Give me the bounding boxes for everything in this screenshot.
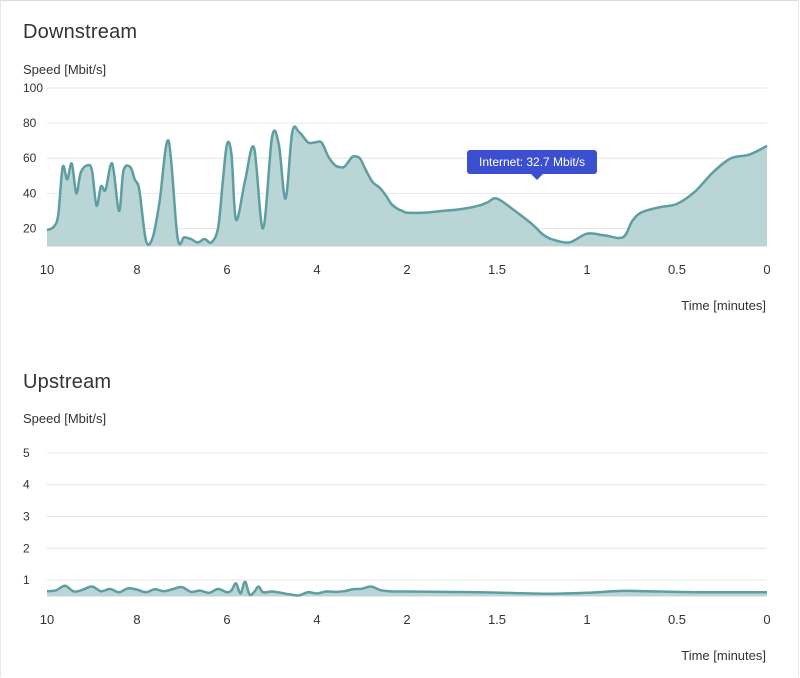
downstream-tooltip: Internet: 32.7 Mbit/s <box>467 150 598 180</box>
upstream-xlabel: Time [minutes] <box>681 648 766 663</box>
y-tick-label: 60 <box>23 151 37 165</box>
x-tick-label: 4 <box>313 262 320 277</box>
y-tick-label: 100 <box>23 81 43 95</box>
x-tick-label: 0.5 <box>668 262 686 277</box>
x-tick-label: 0 <box>763 612 770 627</box>
x-tick-label: 6 <box>223 612 230 627</box>
downstream-xlabel: Time [minutes] <box>681 298 766 313</box>
series-line[interactable] <box>46 125 768 247</box>
y-tick-label: 80 <box>23 116 37 130</box>
x-tick-label: 8 <box>133 612 140 627</box>
x-tick-label: 8 <box>133 262 140 277</box>
upstream-title: Upstream <box>23 371 112 393</box>
downstream-chart[interactable]: 20 40 60 80 100 10 8 6 4 2 1.5 1 0.5 0 <box>0 0 800 290</box>
y-tick-label: 2 <box>23 541 30 555</box>
series-area <box>47 126 767 246</box>
y-tick-label: 40 <box>23 186 37 200</box>
y-tick-label: 5 <box>23 446 30 460</box>
upstream-ylabel: Speed [Mbit/s] <box>23 411 107 426</box>
x-tick-label: 0.5 <box>668 612 686 627</box>
y-tick-label: 4 <box>23 478 30 492</box>
x-tick-label: 1.5 <box>488 612 506 627</box>
x-tick-label: 10 <box>40 262 54 277</box>
x-tick-label: 1 <box>583 612 590 627</box>
x-tick-label: 2 <box>403 262 410 277</box>
series-line[interactable] <box>46 580 767 597</box>
y-tick-label: 1 <box>23 573 30 587</box>
x-tick-label: 2 <box>403 612 410 627</box>
x-tick-label: 0 <box>763 262 770 277</box>
y-tick-label: 20 <box>23 221 37 235</box>
x-tick-label: 4 <box>313 612 320 627</box>
downstream-title: Downstream <box>23 21 138 43</box>
downstream-ylabel: Speed [Mbit/s] <box>23 62 107 77</box>
y-tick-label: 3 <box>23 510 30 524</box>
x-tick-label: 10 <box>40 612 54 627</box>
x-tick-label: 6 <box>223 262 230 277</box>
downstream-panel: Downstream Speed [Mbit/s] 20 40 60 80 100 10 8… <box>0 0 800 330</box>
x-tick-label: 1 <box>583 262 590 277</box>
x-tick-label: 1.5 <box>488 262 506 277</box>
